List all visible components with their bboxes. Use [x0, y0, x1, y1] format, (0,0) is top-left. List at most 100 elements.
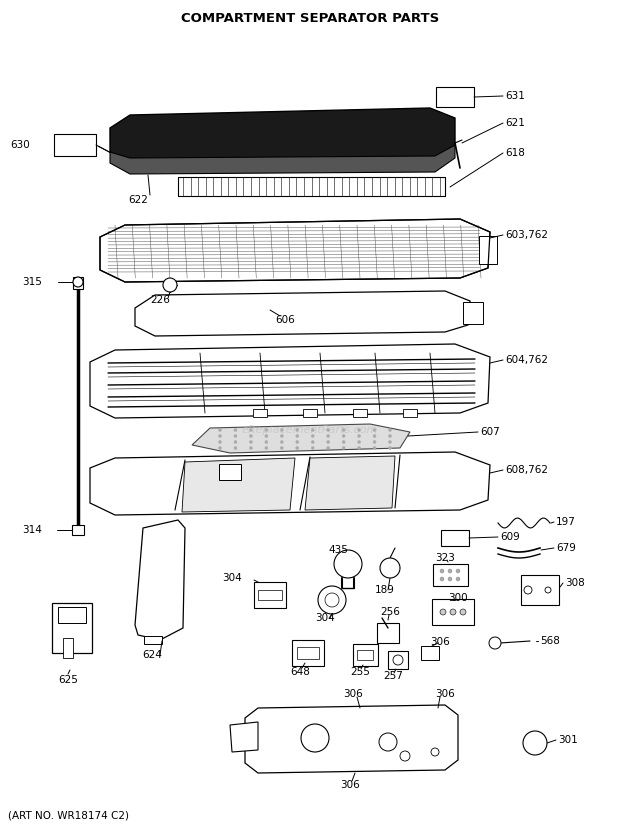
- Polygon shape: [135, 520, 185, 640]
- Circle shape: [296, 434, 299, 437]
- Circle shape: [318, 586, 346, 614]
- Circle shape: [327, 434, 330, 437]
- Circle shape: [234, 434, 237, 437]
- Text: (ART NO. WR18174 C2): (ART NO. WR18174 C2): [8, 810, 129, 820]
- Circle shape: [373, 434, 376, 437]
- Text: 315: 315: [22, 277, 42, 287]
- Text: 304: 304: [315, 613, 335, 623]
- Bar: [219, 464, 241, 480]
- Bar: [441, 530, 469, 546]
- Circle shape: [393, 655, 403, 665]
- Polygon shape: [135, 291, 470, 336]
- Text: 604,762: 604,762: [505, 355, 548, 365]
- Bar: [63, 638, 73, 658]
- Circle shape: [311, 428, 314, 432]
- Circle shape: [325, 593, 339, 607]
- Bar: [353, 644, 378, 666]
- Polygon shape: [90, 452, 490, 515]
- Circle shape: [440, 609, 446, 615]
- Circle shape: [389, 441, 391, 443]
- Circle shape: [280, 441, 283, 443]
- Circle shape: [218, 447, 221, 450]
- Circle shape: [456, 569, 460, 573]
- Text: 622: 622: [128, 195, 148, 205]
- Text: 226: 226: [150, 295, 170, 305]
- Text: 306: 306: [435, 689, 455, 699]
- Bar: [292, 640, 324, 666]
- Circle shape: [249, 447, 252, 450]
- Bar: [54, 134, 96, 156]
- Text: COMPARTMENT SEPARATOR PARTS: COMPARTMENT SEPARATOR PARTS: [181, 12, 439, 25]
- Text: eReplacementParts.com: eReplacementParts.com: [242, 425, 378, 435]
- Circle shape: [450, 609, 456, 615]
- Bar: [303, 409, 317, 417]
- Bar: [463, 302, 483, 324]
- Bar: [479, 236, 497, 264]
- Circle shape: [489, 637, 501, 649]
- Bar: [377, 623, 399, 643]
- Circle shape: [373, 447, 376, 450]
- Bar: [388, 651, 408, 669]
- Circle shape: [163, 278, 177, 292]
- Circle shape: [342, 447, 345, 450]
- Text: 631: 631: [505, 91, 525, 101]
- Circle shape: [456, 577, 460, 581]
- Text: 301: 301: [558, 735, 578, 745]
- Circle shape: [218, 434, 221, 437]
- Text: 306: 306: [340, 780, 360, 790]
- Text: 608,762: 608,762: [505, 465, 548, 475]
- Polygon shape: [110, 108, 455, 162]
- Text: 618: 618: [505, 148, 525, 158]
- Circle shape: [296, 441, 299, 443]
- Circle shape: [400, 751, 410, 761]
- Circle shape: [358, 434, 361, 437]
- Text: 306: 306: [430, 637, 450, 647]
- Circle shape: [280, 447, 283, 450]
- Text: 679: 679: [556, 543, 576, 553]
- Text: 606: 606: [275, 315, 294, 325]
- Circle shape: [218, 441, 221, 443]
- Bar: [357, 650, 373, 660]
- Bar: [73, 277, 83, 289]
- Text: 323: 323: [435, 553, 455, 563]
- Circle shape: [249, 434, 252, 437]
- Circle shape: [342, 434, 345, 437]
- Bar: [353, 409, 367, 417]
- Circle shape: [334, 550, 362, 578]
- Bar: [436, 87, 474, 107]
- Circle shape: [327, 447, 330, 450]
- Bar: [144, 636, 162, 644]
- Polygon shape: [182, 458, 295, 512]
- Circle shape: [234, 447, 237, 450]
- Circle shape: [358, 447, 361, 450]
- Text: 621: 621: [505, 118, 525, 128]
- Text: 189: 189: [375, 585, 395, 595]
- Circle shape: [311, 434, 314, 437]
- Bar: [297, 647, 319, 659]
- Circle shape: [218, 428, 221, 432]
- Circle shape: [523, 731, 547, 755]
- Circle shape: [358, 428, 361, 432]
- Circle shape: [342, 428, 345, 432]
- Circle shape: [440, 569, 444, 573]
- Polygon shape: [110, 145, 455, 174]
- Polygon shape: [305, 456, 395, 510]
- Text: 435: 435: [328, 545, 348, 555]
- Polygon shape: [230, 722, 258, 752]
- Text: 306: 306: [343, 689, 363, 699]
- Circle shape: [265, 434, 268, 437]
- Circle shape: [440, 577, 444, 581]
- Bar: [253, 409, 267, 417]
- Bar: [258, 590, 282, 600]
- Circle shape: [342, 441, 345, 443]
- Bar: [432, 599, 474, 625]
- Text: 648: 648: [290, 667, 310, 677]
- Bar: [52, 603, 92, 653]
- Circle shape: [389, 447, 391, 450]
- Circle shape: [296, 447, 299, 450]
- Circle shape: [327, 428, 330, 432]
- Circle shape: [265, 447, 268, 450]
- Circle shape: [280, 428, 283, 432]
- Circle shape: [448, 577, 452, 581]
- Circle shape: [545, 587, 551, 593]
